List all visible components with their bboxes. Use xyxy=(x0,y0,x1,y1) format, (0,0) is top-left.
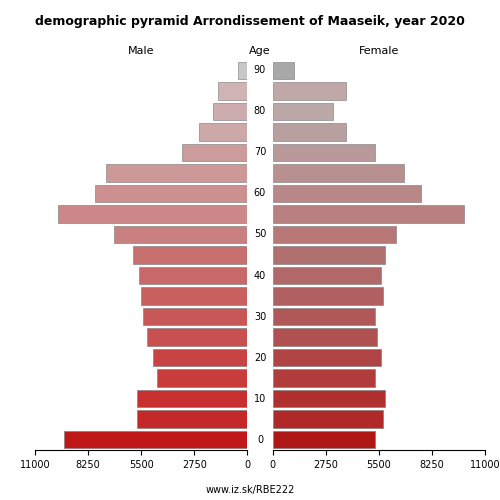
Bar xyxy=(272,144,375,161)
Bar xyxy=(272,349,381,366)
Bar xyxy=(272,102,332,120)
Bar xyxy=(272,205,464,222)
Bar xyxy=(272,308,375,326)
Text: 90: 90 xyxy=(254,66,266,76)
Text: 20: 20 xyxy=(254,352,266,362)
Title: Female: Female xyxy=(358,46,399,56)
Text: 70: 70 xyxy=(254,148,266,158)
Bar xyxy=(272,370,375,387)
Bar xyxy=(141,288,248,305)
Text: 80: 80 xyxy=(254,106,266,117)
Text: 50: 50 xyxy=(254,230,266,239)
Text: 30: 30 xyxy=(254,312,266,322)
Text: 10: 10 xyxy=(254,394,266,404)
Bar xyxy=(272,164,404,182)
Bar xyxy=(156,370,248,387)
Text: demographic pyramid Arrondissement of Maaseik, year 2020: demographic pyramid Arrondissement of Ma… xyxy=(35,15,465,28)
Bar xyxy=(272,267,381,284)
Bar xyxy=(238,62,248,79)
Bar xyxy=(152,349,248,366)
Bar xyxy=(143,308,248,326)
Bar xyxy=(134,246,248,264)
Bar xyxy=(272,226,396,243)
Text: 0: 0 xyxy=(257,434,263,444)
Bar xyxy=(272,431,375,448)
Bar xyxy=(218,82,248,100)
Text: www.iz.sk/RBE222: www.iz.sk/RBE222 xyxy=(206,485,294,495)
Bar xyxy=(272,390,384,407)
Bar xyxy=(58,205,248,222)
Bar xyxy=(64,431,248,448)
Bar xyxy=(272,82,346,100)
Bar xyxy=(272,123,346,140)
Bar xyxy=(114,226,248,243)
Bar xyxy=(138,410,248,428)
Bar xyxy=(147,328,248,346)
Bar xyxy=(106,164,248,182)
Bar xyxy=(199,123,248,140)
Text: 60: 60 xyxy=(254,188,266,198)
Title: Age: Age xyxy=(249,46,271,56)
Bar xyxy=(272,246,384,264)
Bar xyxy=(95,184,248,202)
Bar xyxy=(272,288,382,305)
Bar xyxy=(272,184,422,202)
Bar xyxy=(272,410,382,428)
Bar xyxy=(139,267,248,284)
Bar xyxy=(182,144,248,161)
Bar xyxy=(138,390,248,407)
Bar xyxy=(212,102,248,120)
Bar xyxy=(272,62,294,79)
Text: 40: 40 xyxy=(254,270,266,280)
Title: Male: Male xyxy=(128,46,154,56)
Bar xyxy=(272,328,377,346)
